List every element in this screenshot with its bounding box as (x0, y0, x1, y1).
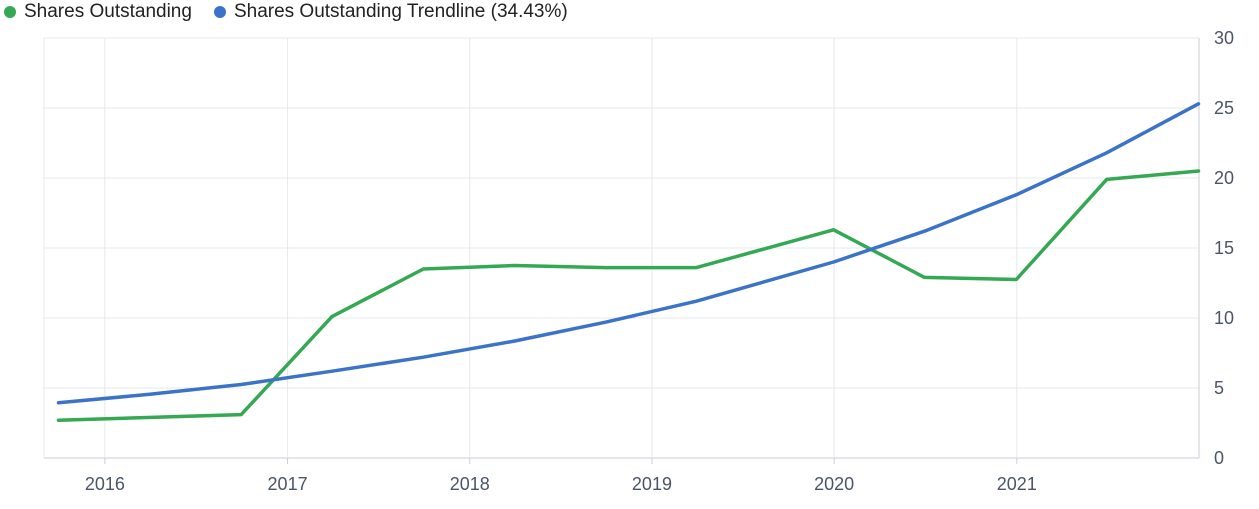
legend-label: Shares Outstanding (24, 1, 192, 22)
y-tick-label: 5 (1214, 378, 1224, 398)
legend-item-trendline[interactable]: Shares Outstanding Trendline (34.43%) (213, 1, 568, 23)
x-tick-label: 2016 (85, 474, 125, 494)
shares-outstanding-trendline (56, 102, 1201, 405)
x-tick-label: 2017 (268, 474, 308, 494)
shares-outstanding-line (56, 169, 1201, 422)
y-tick-label: 0 (1214, 448, 1224, 468)
y-tick-label: 20 (1214, 168, 1234, 188)
x-tick-label: 2020 (814, 474, 854, 494)
y-tick-label: 25 (1214, 98, 1234, 118)
x-tick-label: 2021 (997, 474, 1037, 494)
chart-legend: Shares Outstanding Shares Outstanding Tr… (4, 0, 568, 24)
legend-dot-icon (213, 6, 226, 18)
y-tick-label: 10 (1214, 308, 1234, 328)
legend-dot-icon (4, 6, 16, 18)
x-tick-label: 2018 (450, 474, 490, 494)
x-tick-label: 2019 (632, 474, 672, 494)
y-tick-label: 30 (1214, 28, 1234, 48)
legend-item-shares-outstanding[interactable]: Shares Outstanding (4, 1, 192, 23)
y-tick-label: 15 (1214, 238, 1234, 258)
legend-label: Shares Outstanding Trendline (34.43%) (233, 1, 568, 22)
